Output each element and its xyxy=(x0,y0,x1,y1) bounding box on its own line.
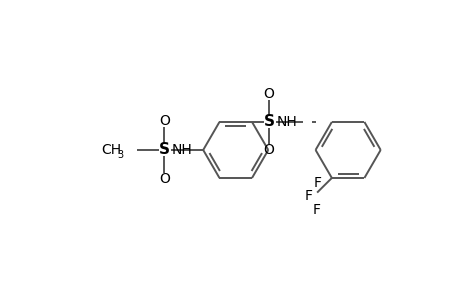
Text: O: O xyxy=(263,87,274,101)
Text: NH: NH xyxy=(171,143,192,157)
Text: F: F xyxy=(312,203,319,217)
Text: 3: 3 xyxy=(117,150,123,160)
Text: O: O xyxy=(159,172,169,186)
Text: CH: CH xyxy=(101,143,122,157)
Text: F: F xyxy=(304,189,312,203)
Text: S: S xyxy=(263,115,274,130)
Text: S: S xyxy=(159,142,169,158)
Text: O: O xyxy=(263,143,274,157)
Text: NH: NH xyxy=(276,115,297,129)
Text: F: F xyxy=(313,176,321,190)
Text: O: O xyxy=(159,114,169,128)
